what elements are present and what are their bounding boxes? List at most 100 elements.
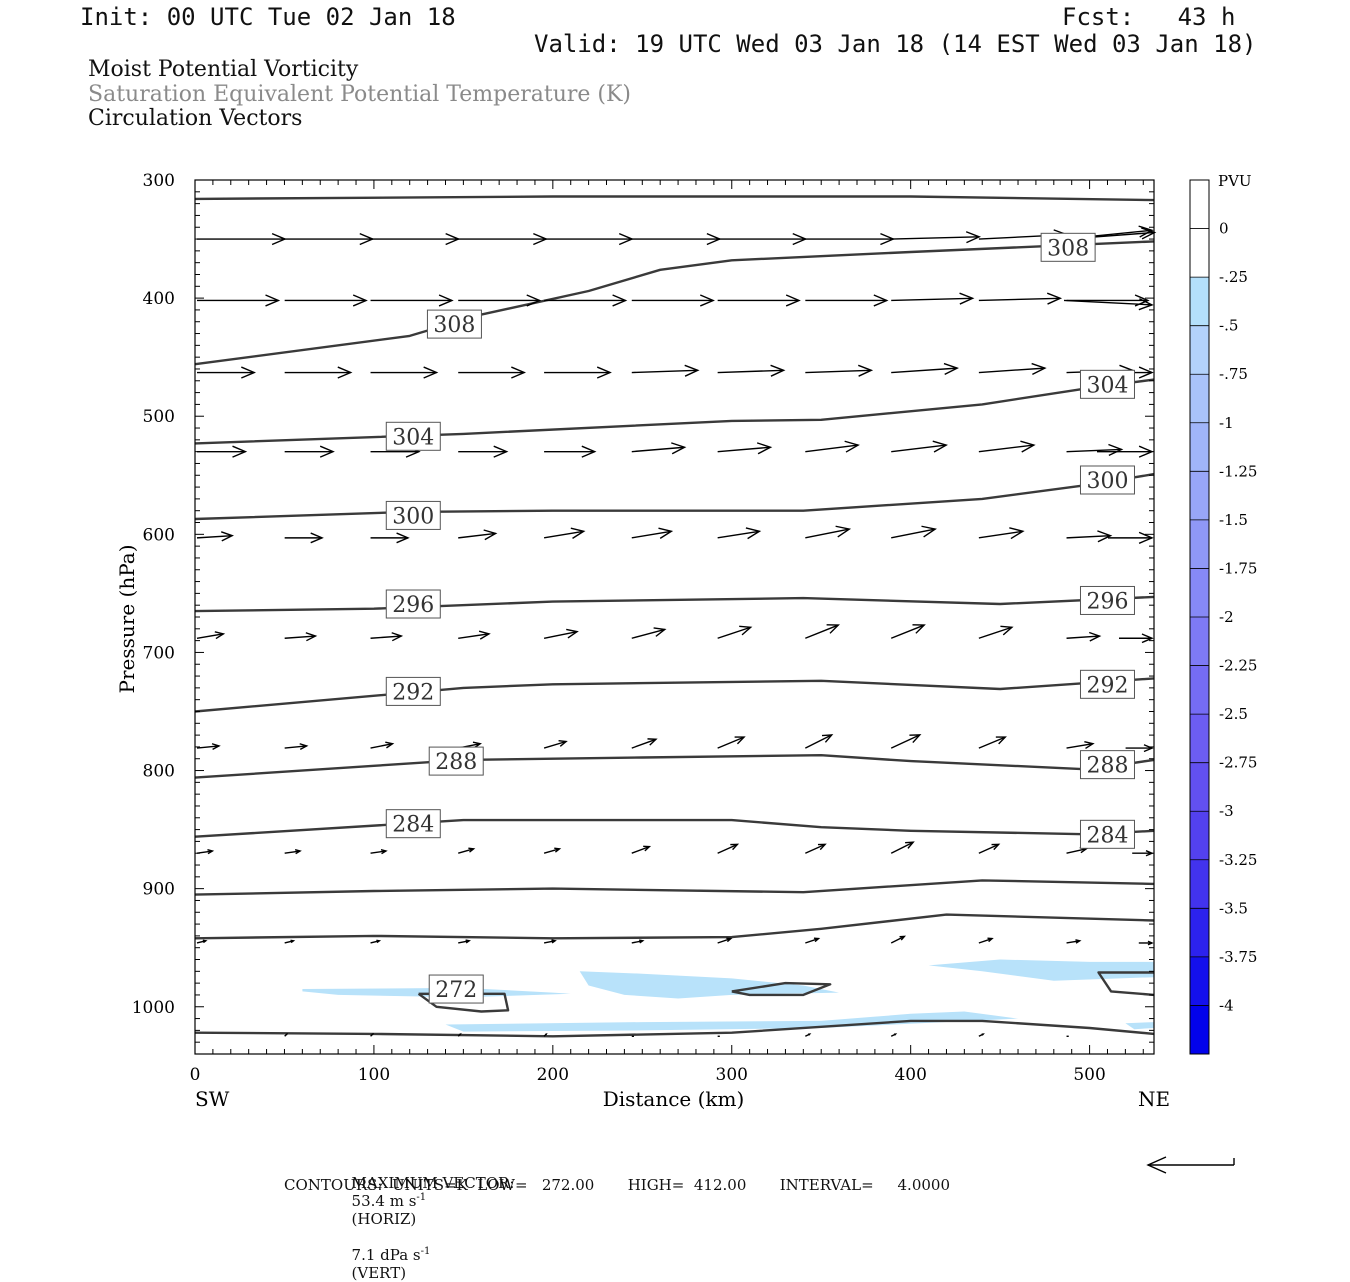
y-tick-label-1000: 1000 [132,998,175,1018]
colorbar-label: -3.25 [1219,851,1257,869]
wind-vector-head [943,362,959,376]
wind-vector-head [1138,225,1154,238]
wind-vector-head [612,294,628,307]
wind-vector-head [391,632,404,642]
wind-vector-shaft [805,528,850,539]
x-tick-label-300: 300 [716,1065,748,1085]
wind-vector-shaft [1063,299,1153,306]
colorbar-swatch [1190,762,1209,812]
x-tick-label-100: 100 [358,1065,390,1085]
wind-vector-head [211,743,221,751]
contour-label-box [385,500,441,530]
wind-vector-shaft [891,444,947,453]
colorbar-label: -.5 [1219,317,1238,335]
wind-vector-head [596,366,612,379]
wind-vector-head [1020,440,1036,453]
wind-vector-shaft [631,940,643,944]
colorbar-label: -2.25 [1219,657,1257,675]
contour-label-box [385,589,441,619]
colorbar-label: -2.5 [1219,705,1248,723]
wind-vector-head [745,527,762,540]
title-line-3: Circulation Vectors [88,106,303,131]
wind-vector-shaft [805,369,872,374]
wind-vector-shaft [631,369,698,374]
contour-label-300: 300 [392,504,434,529]
wind-vector-head [1108,443,1124,457]
wind-vector-head [1009,527,1025,540]
wind-vector-head [294,849,302,855]
wind-vector-head [756,442,773,455]
wind-vector-head [987,937,994,943]
max-vert-value: 7.1 dPa s [351,1246,421,1264]
wind-vector-shaft [631,446,685,453]
wind-vector-head [893,1033,898,1036]
wind-vector-head [483,529,498,541]
wind-vector-shaft [1066,448,1122,453]
theta-e-contour-292-5 [194,677,1155,713]
wind-vector-head [808,1033,812,1036]
colorbar-swatch [1190,956,1209,1006]
wind-vector-shaft [1066,534,1111,539]
wind-vector-shaft [891,236,980,240]
valid-time: Valid: 19 UTC Wed 03 Jan 18 (14 EST Wed … [534,30,1257,58]
wind-vector-head [558,739,568,747]
wind-vector-head [700,294,715,307]
colorbar-swatch [1190,325,1209,375]
wind-vector-head [319,445,335,458]
wind-vector-shaft [805,843,826,854]
vector-layer [196,225,1157,1037]
pv-region-1 [579,971,840,999]
wind-vector-shaft [543,848,560,854]
wind-vector-shaft [543,740,567,749]
colorbar-swatch [1190,908,1209,958]
sw-endpoint-label: SW [195,1087,230,1111]
wind-vector-shaft [891,367,958,374]
wind-vector-shaft [978,937,993,944]
wind-vector-shaft [543,630,578,639]
wind-vector-head [921,525,937,538]
wind-vector-shaft [458,940,470,944]
maximum-vector-note: MAXIMUM VECTOR: 53.4 m s-1 (HORIZ) 7.1 d… [342,1156,515,1282]
wind-vector-head [991,843,1001,851]
wind-vector-head [1147,940,1154,946]
wind-vector-shaft [890,841,914,854]
wind-vector-shaft [890,734,921,749]
wind-vector-shaft [1066,940,1080,944]
wind-vector-shaft [631,530,672,539]
colorbar-swatch [1190,471,1209,521]
y-tick-label-600: 600 [143,525,175,545]
theta-e-contour-304-2 [194,378,1155,445]
wind-vector-head [1138,298,1154,311]
wind-vector-head [554,847,562,853]
wind-vector-head [241,366,256,379]
wind-vector-head [385,741,395,749]
pv-region-3 [445,1011,1018,1032]
wind-vector-head [1138,366,1154,379]
contour-label-box [1040,232,1096,262]
wind-vector-shaft [631,628,665,639]
wind-vector-head [337,366,353,379]
wind-vector-head [511,366,527,379]
wind-vector-shaft [890,624,925,639]
wind-vector-head [459,1032,462,1036]
wind-vector-head [965,231,981,244]
wind-vector-shaft [1066,848,1087,854]
colorbar-swatch [1190,422,1209,472]
wind-vector-shaft [1066,743,1094,749]
contour-label-300: 300 [1086,469,1128,494]
theta-e-contour-272-10 [417,992,510,1013]
wind-vector-shaft [805,444,859,453]
wind-vector-shaft [458,848,474,854]
colorbar-swatch [1190,519,1209,569]
contour-label-284: 284 [392,813,434,838]
colorbar-swatch [1190,180,1209,230]
wind-vector-head [858,364,874,377]
wind-vector-head [770,364,786,377]
colorbar-label: 0 [1219,220,1229,238]
colorbar-swatch [1190,374,1209,424]
wind-vector-head [653,627,667,637]
x-tick-label-0: 0 [190,1065,201,1085]
wind-vector-shaft [717,369,784,374]
colorbar-label: -3.75 [1219,948,1257,966]
theta-e-contour-308-1 [194,240,1155,366]
